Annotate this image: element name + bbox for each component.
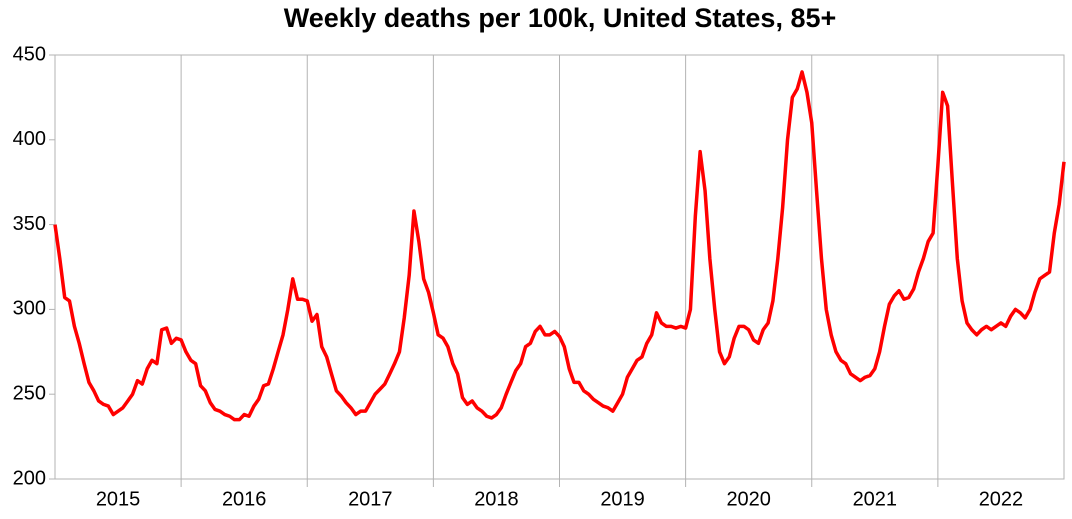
y-tick-label: 450 bbox=[13, 43, 46, 65]
y-tick-label: 350 bbox=[13, 213, 46, 235]
data-line bbox=[53, 70, 1066, 422]
chart-title: Weekly deaths per 100k, United States, 8… bbox=[284, 3, 837, 33]
x-tick-label: 2016 bbox=[222, 488, 267, 510]
x-tick-label: 2019 bbox=[600, 488, 645, 510]
x-tick-label: 2022 bbox=[979, 488, 1024, 510]
x-tick-label: 2020 bbox=[726, 488, 771, 510]
x-tick-label: 2017 bbox=[348, 488, 393, 510]
x-tick-label: 2015 bbox=[96, 488, 141, 510]
y-tick-label: 200 bbox=[13, 467, 46, 489]
y-tick-label: 300 bbox=[13, 298, 46, 320]
y-tick-label: 250 bbox=[13, 382, 46, 404]
y-tick-label: 400 bbox=[13, 128, 46, 150]
x-tick-label: 2018 bbox=[474, 488, 519, 510]
x-tick-label: 2021 bbox=[853, 488, 898, 510]
